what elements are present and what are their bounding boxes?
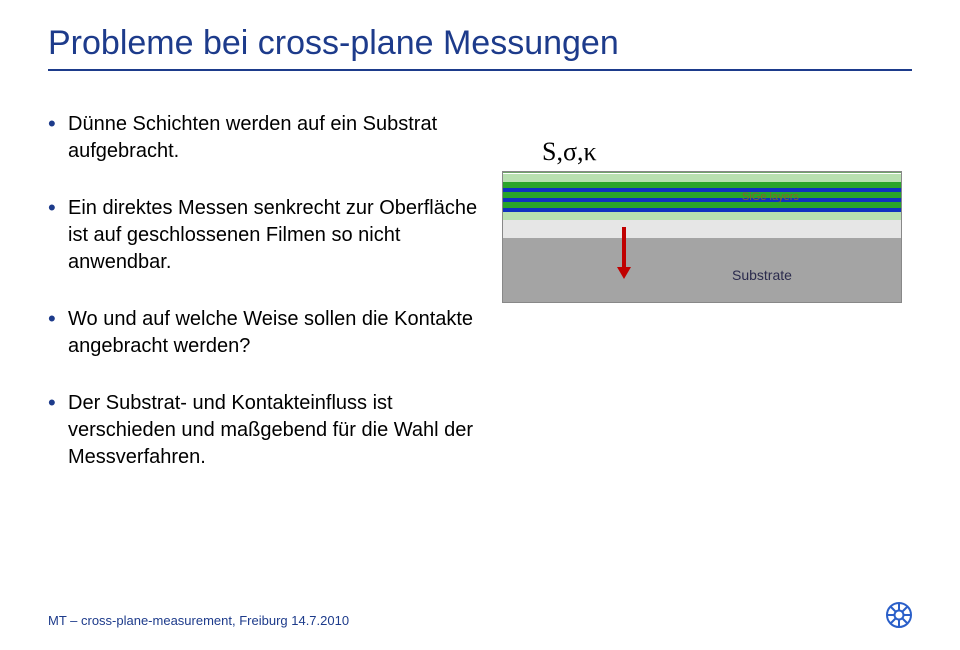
layer-diagram: SiGe layers Substrate (502, 171, 902, 303)
logo-icon (886, 602, 912, 628)
layer-label: SiGe layers (742, 191, 799, 203)
diagram-layer (503, 220, 901, 238)
footer-text: MT – cross-plane-measurement, Freiburg 1… (48, 613, 349, 628)
layer-stack (502, 171, 902, 303)
page-title: Probleme bei cross-plane Messungen (48, 24, 912, 63)
footer: MT – cross-plane-measurement, Freiburg 1… (48, 602, 912, 628)
title-rule (48, 69, 912, 71)
bullet-item: Ein direktes Messen senkrecht zur Oberfl… (48, 195, 478, 276)
content-area: Dünne Schichten werden auf ein Substrat … (48, 111, 912, 501)
down-arrow-icon (617, 227, 631, 279)
figure-column: S,σ,κ SiGe layers Substrate (502, 111, 912, 501)
bullet-item: Dünne Schichten werden auf ein Substrat … (48, 111, 478, 165)
substrate-label: Substrate (732, 267, 792, 283)
bullet-item: Wo und auf welche Weise sollen die Konta… (48, 306, 478, 360)
bullet-column: Dünne Schichten werden auf ein Substrat … (48, 111, 478, 501)
bullet-item: Der Substrat- und Kontakteinfluss ist ve… (48, 390, 478, 471)
diagram-layer (503, 174, 901, 182)
diagram-layer (503, 238, 901, 302)
slide: Probleme bei cross-plane Messungen Dünne… (0, 0, 960, 650)
ssk-label: S,σ,κ (542, 137, 597, 167)
bullet-list: Dünne Schichten werden auf ein Substrat … (48, 111, 478, 471)
diagram-layer (503, 212, 901, 220)
